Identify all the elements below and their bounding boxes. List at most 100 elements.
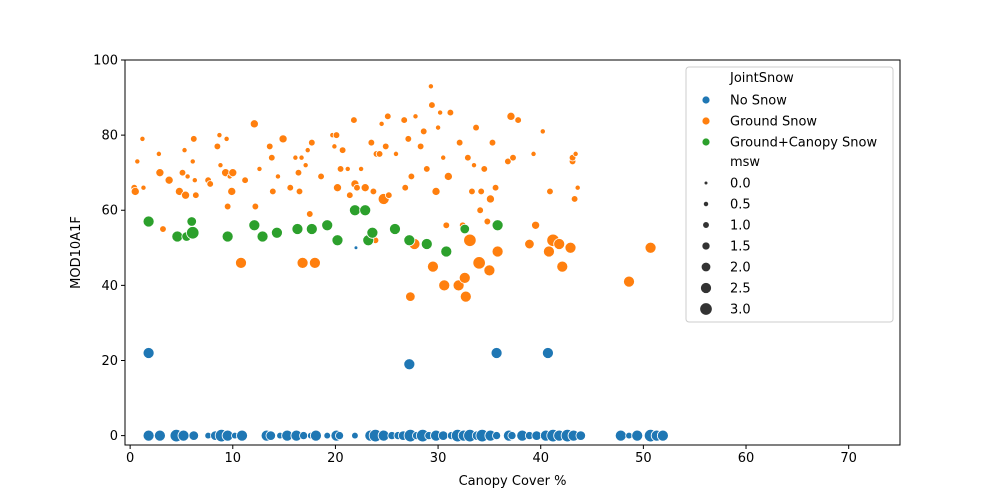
data-point-ground-snow: [574, 184, 581, 191]
data-point-ground-snow: [412, 113, 419, 120]
legend-size-marker: [702, 200, 710, 208]
data-point-ground-snow: [470, 162, 478, 169]
data-point-no-snow: [153, 429, 166, 442]
x-tick-label: 20: [327, 451, 344, 466]
data-point-ground-snow: [265, 142, 274, 151]
data-point-ground-snow: [286, 183, 295, 192]
data-point-ground-snow: [443, 171, 453, 181]
data-point-ground-canopy-snow: [221, 230, 234, 243]
data-point-ground-canopy-snow: [321, 219, 334, 232]
data-point-ground-canopy-snow: [389, 223, 401, 235]
data-point-ground-snow: [278, 134, 288, 144]
data-point-ground-snow: [428, 101, 436, 109]
legend-size-label: 1.0: [730, 219, 751, 234]
y-axis-label: MOD10A1F: [69, 216, 84, 289]
data-point-ground-snow: [405, 291, 416, 302]
data-point-no-snow: [438, 430, 449, 441]
data-point-ground-snow: [546, 187, 554, 196]
y-tick-label: 40: [101, 279, 118, 294]
data-point-ground-snow: [483, 217, 492, 226]
data-point-ground-snow: [181, 190, 191, 200]
data-point-ground-snow: [241, 176, 249, 184]
data-point-ground-snow: [472, 123, 480, 132]
data-point-ground-snow: [296, 256, 309, 269]
data-point-ground-snow: [227, 186, 237, 196]
data-point-ground-snow: [543, 245, 555, 258]
data-point-ground-canopy-snow: [186, 226, 200, 240]
legend-label: Ground+Canopy Snow: [730, 136, 877, 151]
x-tick-label: 0: [126, 451, 134, 466]
legend-marker: [701, 137, 711, 147]
data-point-ground-snow: [178, 168, 187, 177]
data-point-ground-snow: [333, 183, 342, 193]
data-point-ground-snow: [216, 132, 223, 139]
data-point-ground-snow: [531, 220, 541, 230]
data-point-ground-snow: [189, 158, 196, 165]
data-point-ground-snow: [446, 108, 455, 117]
data-point-ground-snow: [332, 131, 341, 139]
data-point-no-snow: [403, 358, 416, 371]
data-point-ground-snow: [381, 142, 390, 151]
legend-size-marker: [699, 302, 713, 316]
data-point-ground-snow: [468, 187, 476, 196]
data-point-ground-snow: [491, 245, 504, 258]
data-point-no-snow: [323, 431, 331, 440]
data-point-no-snow: [142, 429, 155, 442]
data-point-ground-snow: [206, 180, 214, 188]
data-point-ground-canopy-snow: [142, 215, 155, 228]
x-tick-label: 70: [840, 451, 857, 466]
data-point-ground-snow: [346, 191, 354, 199]
data-point-ground-snow: [435, 124, 442, 131]
legend-size-marker: [702, 221, 710, 229]
data-point-ground-snow: [375, 150, 384, 158]
data-point-ground-snow: [308, 256, 321, 269]
data-point-ground-canopy-snow: [270, 226, 283, 239]
data-point-ground-snow: [400, 116, 408, 124]
data-point-ground-snow: [217, 162, 224, 169]
y-axis: 0 20 40 60 80 100: [93, 54, 125, 444]
data-point-ground-snow: [350, 116, 358, 124]
y-tick-label: 20: [101, 354, 118, 369]
y-tick-label: 0: [110, 429, 118, 444]
x-axis-label: Canopy Cover %: [459, 474, 567, 489]
data-point-ground-snow: [294, 168, 303, 177]
data-point-ground-snow: [407, 172, 416, 181]
data-point-ground-snow: [553, 238, 566, 250]
x-tick-label: 60: [738, 451, 755, 466]
data-point-ground-snow: [358, 165, 365, 172]
legend-hue-title: JointSnow: [729, 71, 794, 86]
data-point-ground-snow: [378, 120, 385, 127]
legend-size-title: msw: [730, 155, 760, 170]
legend-marker: [701, 95, 711, 105]
data-point-ground-snow: [336, 165, 345, 173]
data-point-ground-snow: [331, 143, 338, 150]
data-point-ground-snow: [404, 135, 413, 143]
data-point-ground-snow: [644, 241, 657, 254]
data-point-no-snow: [236, 429, 248, 442]
data-point-no-snow: [353, 245, 359, 251]
data-point-ground-snow: [539, 128, 546, 135]
legend-size-label: 3.0: [730, 303, 751, 318]
data-point-ground-snow: [367, 138, 376, 147]
x-axis: 0 10 20 30 40 50 60 70: [126, 445, 857, 466]
data-point-ground-canopy-snow: [459, 223, 470, 235]
data-point-ground-snow: [514, 116, 522, 124]
data-point-ground-canopy-snow: [171, 230, 184, 243]
data-point-ground-snow: [464, 153, 472, 162]
legend-size-marker: [700, 282, 712, 294]
data-point-ground-snow: [292, 154, 299, 161]
legend-box: [685, 66, 894, 323]
data-point-ground-snow: [564, 241, 577, 254]
data-point-ground-canopy-snow: [403, 234, 416, 247]
data-point-no-snow: [299, 431, 309, 441]
data-point-ground-snow: [431, 186, 441, 196]
data-point-ground-canopy-snow: [291, 223, 304, 235]
legend: JointSnow msw No Snow Ground Snow Ground+C…: [685, 66, 894, 323]
data-point-ground-snow: [269, 187, 277, 196]
data-point-ground-snow: [509, 153, 517, 162]
data-point-ground-snow: [416, 142, 425, 151]
data-point-no-snow: [575, 430, 586, 441]
data-point-ground-snow: [458, 271, 471, 284]
plot-frame: [124, 59, 901, 446]
